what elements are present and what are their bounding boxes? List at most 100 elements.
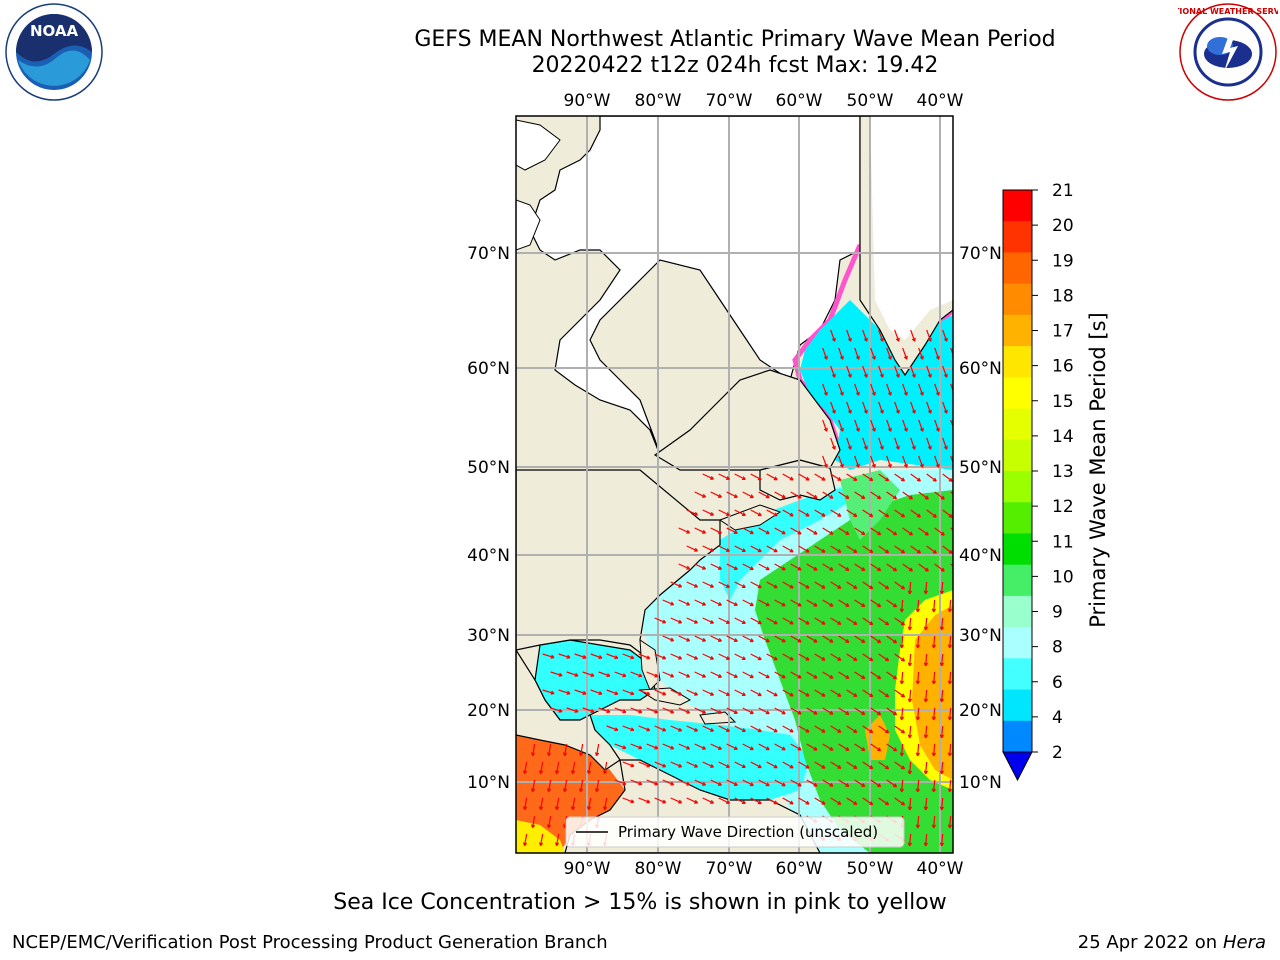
wave-arrow — [602, 797, 608, 811]
lon-label-top: 80°W — [635, 91, 682, 111]
wave-arrow — [878, 653, 890, 662]
wave-arrow — [694, 635, 707, 642]
wave-arrow — [734, 653, 746, 661]
wave-arrow — [902, 455, 908, 468]
colorbar-tick-label: 18 — [1052, 286, 1074, 306]
wave-arrow — [854, 671, 866, 680]
wave-arrow — [774, 599, 786, 607]
wave-arrow — [939, 653, 944, 667]
wave-arrow — [814, 725, 826, 733]
wave-arrow — [902, 419, 908, 432]
wave-arrow — [822, 491, 834, 499]
wave-arrow — [550, 671, 563, 677]
lat-label-right: 10°N — [959, 773, 1002, 793]
wave-arrow — [602, 761, 608, 775]
footer-date-text: 25 Apr 2022 on — [1077, 932, 1223, 953]
wave-arrow — [939, 761, 944, 775]
wave-arrow — [686, 581, 699, 588]
wave-arrow — [734, 617, 746, 625]
wave-arrow — [862, 365, 868, 378]
wave-arrow — [750, 581, 762, 589]
wave-arrow — [886, 743, 898, 752]
wave-arrow — [726, 635, 738, 642]
wave-arrow — [926, 329, 932, 342]
title-line-2: 20220422 t12z 024h fcst Max: 19.42 — [531, 53, 939, 78]
wave-arrow — [939, 581, 944, 595]
lon-label-bottom: 50°W — [847, 859, 894, 879]
wave-arrow — [886, 455, 892, 468]
wave-arrow — [814, 581, 826, 589]
wave-arrow — [822, 743, 834, 751]
footer-host: Hera — [1222, 932, 1266, 953]
sea-ice-caption: Sea Ice Concentration > 15% is shown in … — [333, 890, 947, 915]
wave-arrow — [638, 761, 651, 768]
wave-arrow — [942, 365, 948, 378]
wave-arrow — [886, 383, 892, 396]
wave-arrow — [662, 671, 675, 678]
wave-arrow — [854, 455, 860, 468]
wave-arrow — [862, 437, 868, 450]
wave-arrow — [854, 779, 866, 788]
wave-arrow — [886, 419, 892, 432]
wave-arrow — [814, 473, 826, 481]
wave-arrow — [886, 671, 898, 680]
wave-arrow — [702, 653, 715, 660]
wave-arrow — [915, 599, 920, 613]
wave-arrow — [578, 779, 584, 793]
wave-arrow — [910, 509, 921, 518]
wave-arrow — [854, 527, 866, 536]
wave-arrow — [894, 581, 906, 590]
wave-arrow — [622, 725, 635, 732]
wave-arrow — [702, 509, 715, 516]
wave-arrow — [878, 401, 884, 414]
wave-arrow — [902, 527, 914, 536]
wave-arrow — [894, 725, 906, 734]
wave-arrow — [594, 743, 600, 757]
colorbar-tick-label: 21 — [1052, 181, 1074, 201]
wave-arrow — [934, 347, 940, 360]
wave-arrow — [806, 527, 818, 535]
nws-logo: NATIONAL WEATHER SERVICE — [1178, 3, 1278, 101]
wave-arrow — [870, 455, 876, 468]
wave-arrow — [766, 689, 778, 697]
wave-arrow — [766, 725, 778, 733]
wave-arrow — [894, 761, 906, 770]
wave-arrow — [934, 455, 940, 468]
wave-arrow — [923, 617, 928, 631]
wave-arrow — [894, 329, 900, 342]
wave-arrow — [590, 689, 603, 696]
wave-arrow — [594, 779, 600, 793]
wave-arrow — [870, 743, 882, 752]
wave-arrow — [886, 563, 898, 572]
wave-arrow — [550, 707, 563, 713]
wave-arrow — [907, 725, 912, 739]
wave-arrow — [838, 527, 850, 535]
wave-arrow — [782, 473, 794, 481]
wave-arrow — [894, 545, 906, 554]
wave-arrow — [694, 527, 707, 534]
wave-arrow — [942, 329, 948, 342]
wave-arrow — [758, 635, 770, 643]
wave-arrow — [614, 707, 627, 714]
wave-arrow — [758, 779, 770, 787]
wave-arrow — [934, 419, 940, 432]
wave-arrow — [902, 491, 914, 500]
wave-arrow — [899, 779, 904, 793]
colorbar-segment — [1003, 408, 1032, 441]
wave-arrow — [542, 689, 555, 695]
wave-arrow — [678, 707, 691, 714]
wave-arrow — [846, 401, 852, 414]
wave-arrow — [918, 419, 924, 432]
wave-arrow — [870, 599, 882, 608]
wave-direction-arrows — [522, 329, 953, 847]
wave-arrow — [654, 653, 667, 660]
wave-arrow — [766, 617, 778, 625]
wave-arrow — [554, 833, 560, 847]
colorbar-tick-label: 12 — [1052, 497, 1074, 517]
wave-arrow — [790, 743, 802, 751]
wave-arrow — [662, 707, 675, 714]
wave-arrow — [822, 419, 828, 432]
wave-arrow — [862, 509, 874, 518]
wave-arrow — [630, 671, 643, 678]
colorbar — [1002, 189, 1033, 782]
